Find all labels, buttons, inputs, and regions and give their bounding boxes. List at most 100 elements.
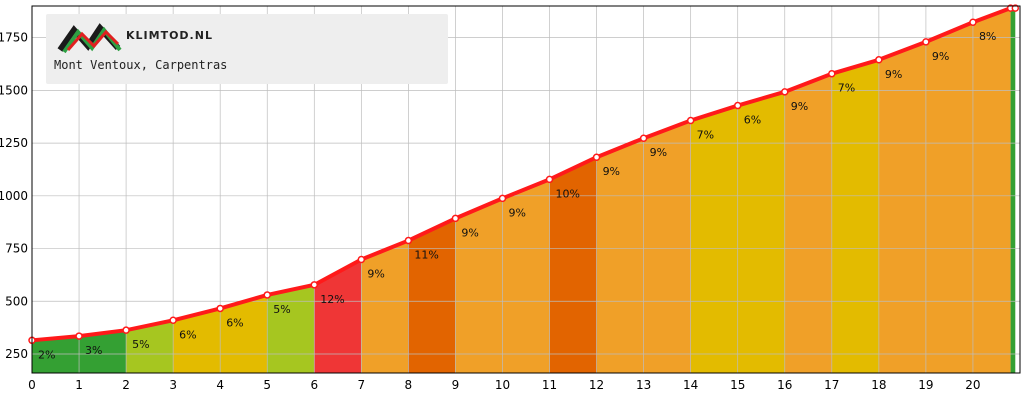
x-tick-label-17: 17 [824, 378, 839, 392]
x-tick-label-15: 15 [730, 378, 745, 392]
y-axis-ticks: 250 500 750 1000 1250 1500 1750 [0, 31, 28, 361]
grade-segment-12 [596, 138, 644, 373]
grade-label-3: 6% [179, 328, 196, 341]
grade-segment-18 [878, 41, 926, 373]
grade-segment-6 [314, 259, 362, 373]
grade-label-8: 11% [414, 249, 438, 262]
grade-label-17: 7% [838, 82, 855, 95]
y-tick-label-1: 500 [5, 294, 28, 308]
grade-label-10: 9% [508, 206, 525, 219]
grade-label-12: 9% [603, 165, 620, 178]
brand-panel: KLIMTOD.NL Mont Ventoux, Carpentras [46, 14, 448, 84]
elevation-point-20 [969, 18, 977, 26]
x-tick-label-1: 1 [75, 378, 83, 392]
x-tick-label-7: 7 [358, 378, 366, 392]
grade-label-7: 9% [367, 268, 384, 281]
grade-segment-16 [784, 73, 832, 373]
elevation-point-16 [781, 88, 789, 96]
grade-label-16: 9% [791, 100, 808, 113]
grade-label-13: 9% [650, 146, 667, 159]
grade-label-9: 9% [461, 226, 478, 239]
grade-segment-5 [267, 284, 315, 373]
grade-segment-13 [643, 120, 691, 373]
x-tick-label-12: 12 [589, 378, 604, 392]
elevation-point-7 [357, 255, 366, 264]
grade-segment-7 [361, 240, 409, 373]
grade-label-15: 6% [744, 114, 761, 127]
elevation-point-4 [216, 304, 224, 313]
elevation-point-13 [639, 134, 648, 142]
elevation-point-5 [263, 291, 271, 299]
grade-segment-3 [173, 308, 221, 373]
zigzag-logo-icon [57, 23, 122, 54]
elevation-point-2 [122, 326, 130, 334]
x-tick-label-19: 19 [918, 378, 933, 392]
grade-label-6: 12% [320, 293, 344, 306]
grade-label-11: 10% [556, 187, 580, 200]
x-axis-ticks: 0 1 2 3 4 5 6 7 8 9 10 11 12 13 14 15 16 17 18 19 20 [28, 378, 980, 392]
grade-segment-10 [502, 179, 550, 373]
elevation-point-15 [733, 101, 742, 110]
grade-segment-17 [831, 59, 879, 373]
grade-segment-8 [408, 218, 456, 373]
grade-label-14: 7% [697, 129, 714, 142]
grade-segment-15 [737, 91, 785, 374]
y-tick-label-2: 750 [5, 242, 28, 256]
grade-segment-14 [690, 105, 738, 374]
grade-label-2: 5% [132, 338, 149, 351]
x-tick-label-18: 18 [871, 378, 886, 392]
grade-label-18: 9% [885, 68, 902, 81]
x-tick-label-20: 20 [965, 378, 980, 392]
x-tick-label-8: 8 [405, 378, 413, 392]
x-tick-label-3: 3 [169, 378, 177, 392]
x-tick-label-13: 13 [636, 378, 651, 392]
elevation-point-11 [545, 175, 554, 184]
grade-segment-19 [925, 22, 973, 373]
x-tick-label-6: 6 [310, 378, 318, 392]
grade-label-19: 9% [932, 50, 949, 63]
grade-segment-11 [549, 157, 597, 373]
elevation-point-14 [686, 116, 695, 125]
x-tick-label-10: 10 [495, 378, 510, 392]
y-tick-label-5: 1500 [0, 83, 28, 97]
grade-segment-20 [972, 8, 1011, 374]
grade-segment-4 [220, 294, 268, 373]
elevation-point-10 [498, 194, 507, 203]
climb-name: Mont Ventoux, Carpentras [54, 58, 228, 72]
elevation-point-1 [75, 332, 83, 340]
y-tick-label-6: 1750 [0, 31, 28, 45]
brand-name[interactable]: KLIMTOD.NL [126, 29, 213, 42]
x-tick-label-4: 4 [216, 378, 224, 392]
elevation-point-8 [404, 236, 413, 245]
grade-label-4: 6% [226, 316, 243, 329]
elevation-point-19 [922, 38, 930, 46]
elevation-point-12 [592, 153, 601, 161]
grade-label-5: 5% [273, 303, 290, 316]
x-tick-label-5: 5 [263, 378, 271, 392]
elevation-line [28, 4, 1020, 345]
grade-labels: 2% 3% 5% 6% 6% 5% 12% 9% 11% 9% 9% 10% 9% 9% 7% 6% 9% 7% 9… [38, 30, 996, 361]
grade-segment-2 [126, 320, 174, 373]
elevation-point-3 [169, 316, 177, 325]
elevation-point-6 [310, 281, 319, 289]
grade-segment-9 [455, 198, 503, 373]
x-tick-label-2: 2 [122, 378, 130, 392]
x-tick-label-9: 9 [452, 378, 460, 392]
grade-segment-0 [32, 336, 80, 373]
x-tick-label-16: 16 [777, 378, 792, 392]
x-tick-label-0: 0 [28, 378, 36, 392]
x-tick-label-14: 14 [683, 378, 698, 392]
grade-segment-1 [79, 330, 127, 373]
grade-segments [32, 8, 1016, 374]
elevation-point-18 [875, 56, 883, 64]
elevation-point-22 [1011, 4, 1020, 12]
y-tick-label-4: 1250 [0, 136, 28, 150]
y-tick-label-0: 250 [5, 347, 28, 361]
elevation-point-17 [828, 69, 836, 78]
y-tick-label-3: 1000 [0, 189, 28, 203]
plot-frame [31, 5, 1021, 374]
elevation-point-9 [451, 214, 460, 223]
grade-label-1: 3% [85, 344, 102, 357]
grade-label-20: 8% [979, 30, 996, 43]
